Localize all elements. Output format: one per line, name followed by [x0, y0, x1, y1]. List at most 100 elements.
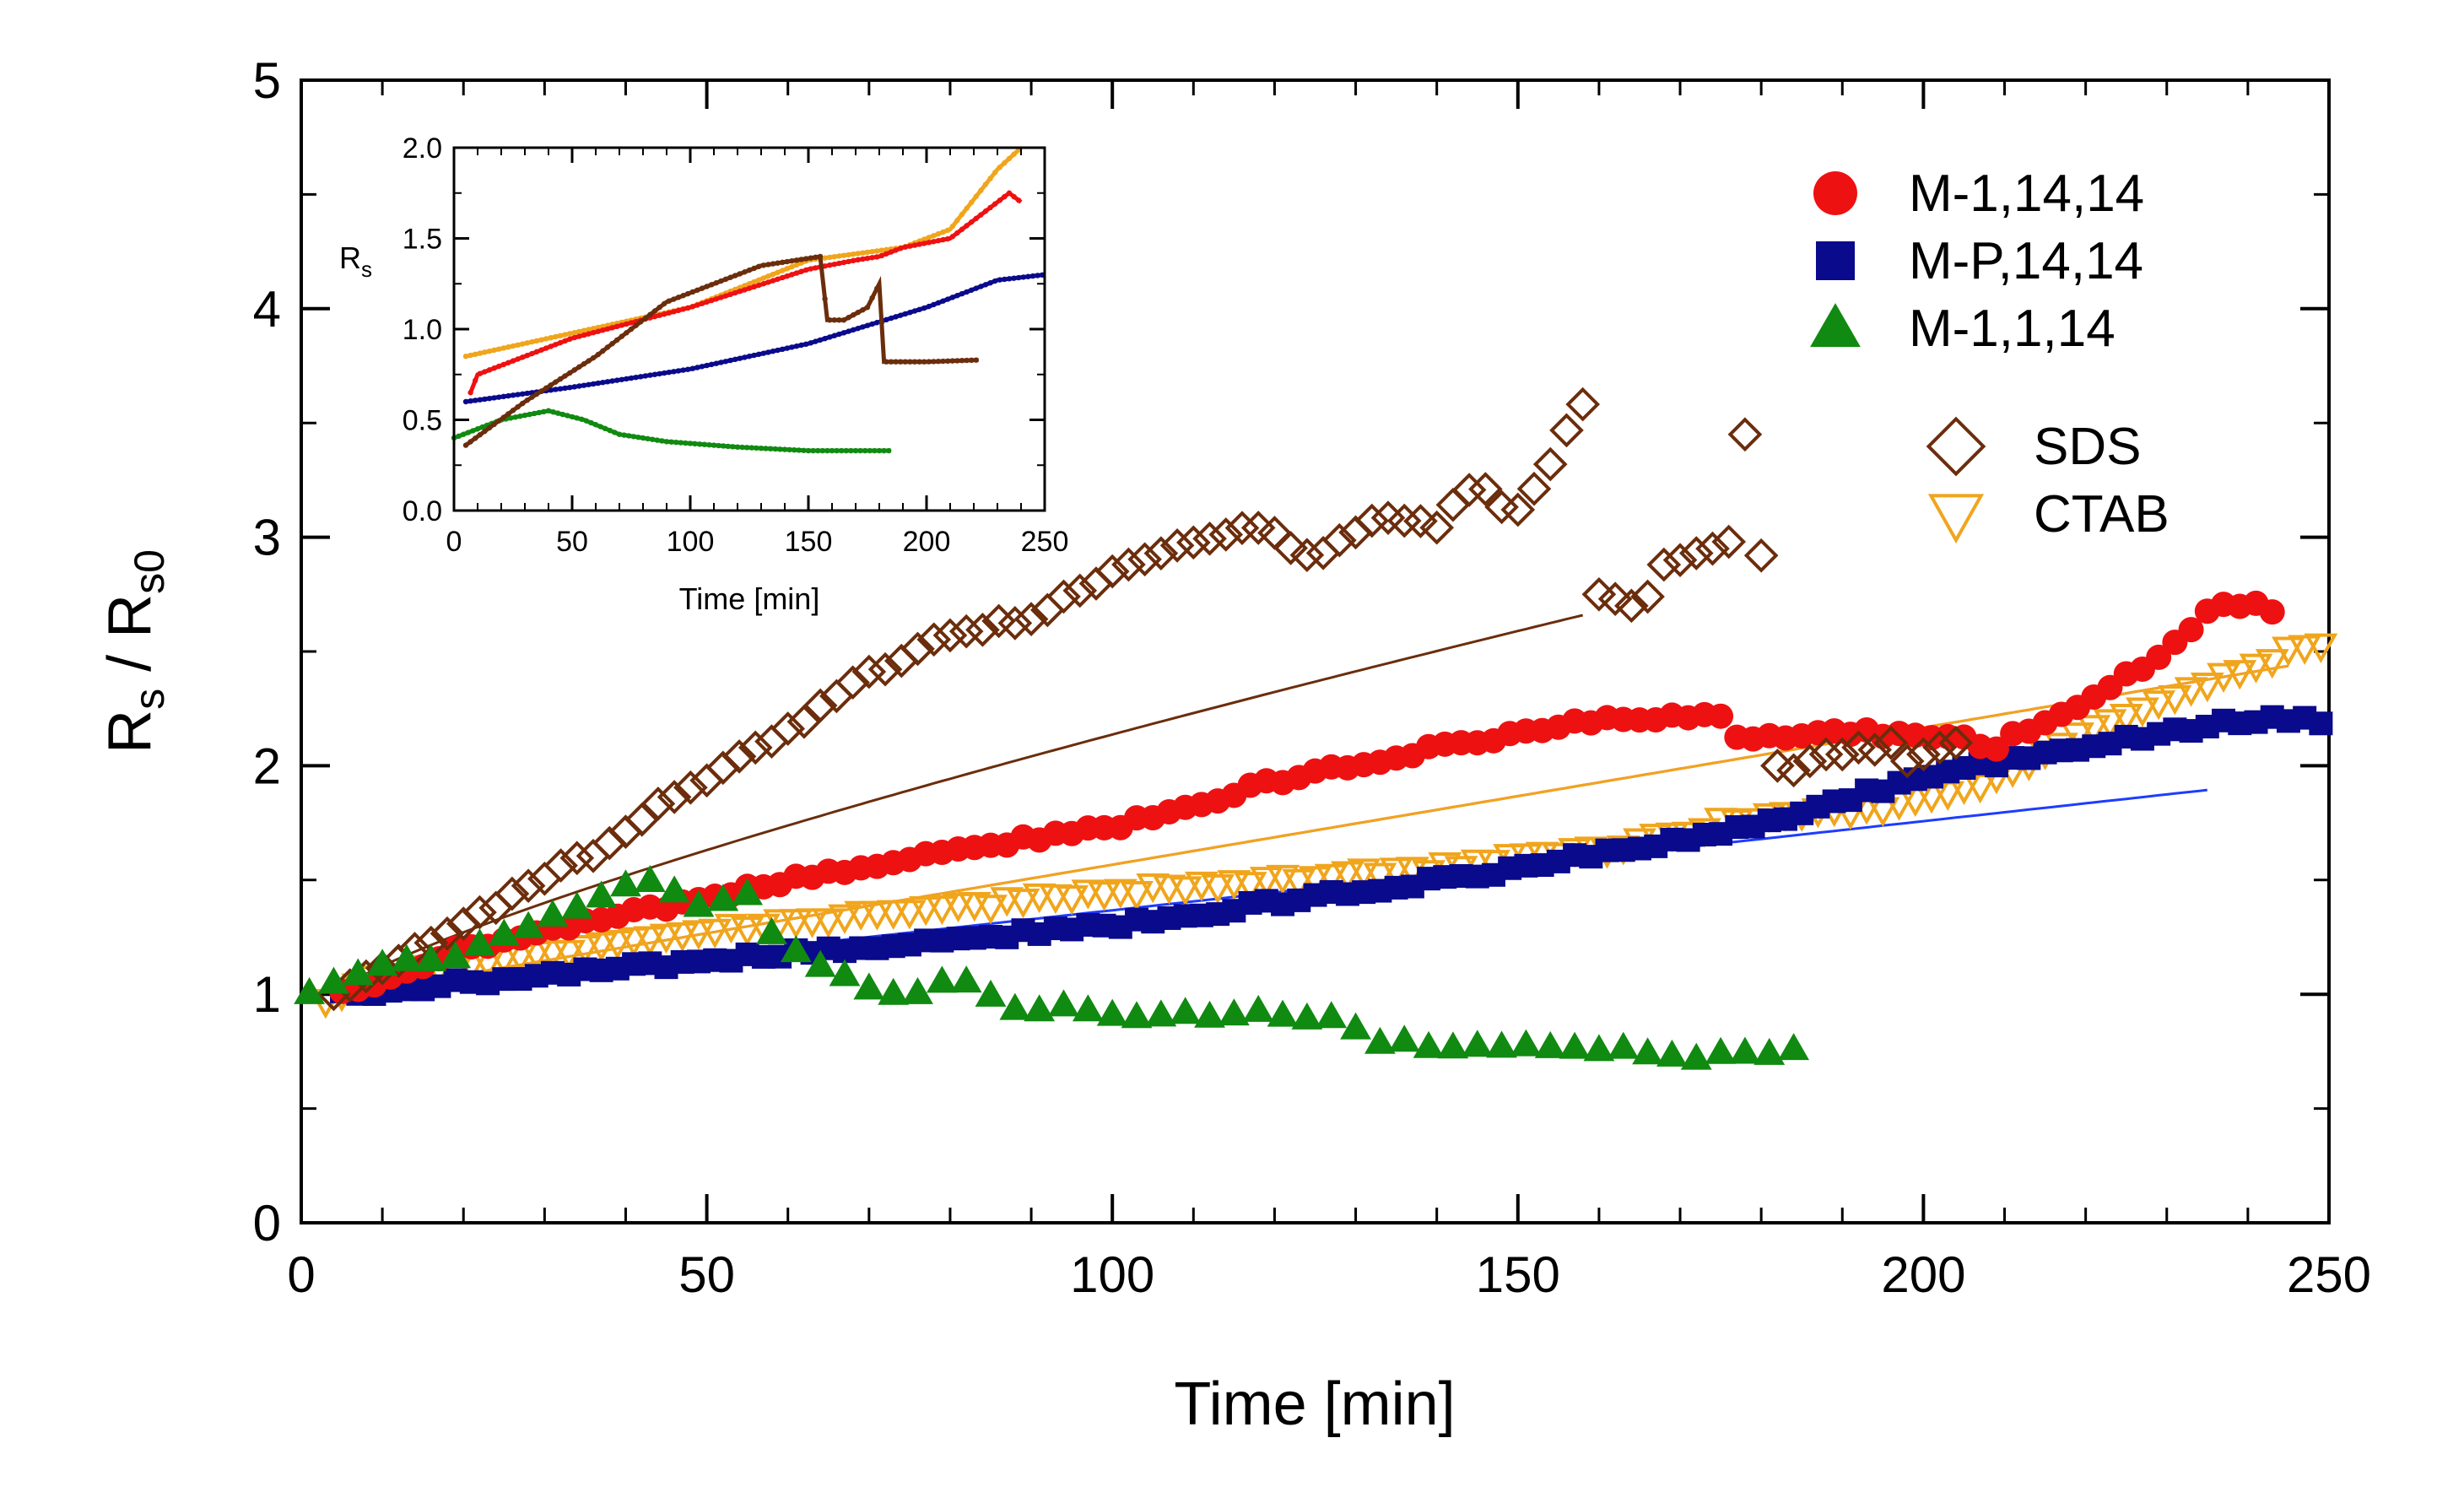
- inset-data-point: [694, 302, 700, 308]
- inset-data-point: [500, 393, 506, 400]
- data-point: [1873, 725, 1909, 760]
- inset-data-point: [553, 333, 559, 340]
- data-point: [1072, 994, 1104, 1022]
- inset-data-point: [732, 356, 738, 363]
- inset-data-point: [916, 241, 922, 247]
- inset-data-point: [959, 290, 965, 297]
- inset-data-point: [911, 359, 918, 365]
- data-point: [1708, 703, 1734, 729]
- inset-data-point: [524, 397, 530, 403]
- data-point: [294, 976, 326, 1004]
- inset-data-point: [945, 227, 951, 234]
- data-point: [1468, 472, 1503, 506]
- inset-data-point: [765, 279, 771, 285]
- inset-data-point: [520, 354, 526, 360]
- inset-data-point: [604, 379, 611, 385]
- inset-data-point: [1035, 273, 1040, 278]
- inset-data-point: [888, 315, 894, 322]
- inset-data-point: [1002, 276, 1008, 283]
- inset-data-point: [591, 326, 597, 332]
- inset-data-point: [796, 447, 802, 453]
- inset-data-point: [902, 244, 909, 250]
- data-point: [738, 730, 773, 765]
- data-point: [756, 916, 787, 944]
- data-point: [1127, 542, 1162, 577]
- data-point: [1121, 1001, 1153, 1029]
- inset-data-point: [742, 354, 748, 360]
- inset-x-tick-label: 100: [667, 526, 715, 558]
- inset-data-point: [964, 205, 970, 212]
- inset-data-point: [467, 390, 473, 396]
- inset-data-point: [571, 384, 577, 390]
- inset-data-point: [520, 391, 526, 397]
- inset-data-point: [571, 367, 577, 373]
- data-point: [1451, 473, 1487, 507]
- inset-data-point: [699, 364, 705, 370]
- inset-data-point: [647, 372, 653, 378]
- data-point: [610, 869, 641, 897]
- inset-data-point: [792, 446, 797, 453]
- data-point: [730, 916, 765, 947]
- inset-data-point: [512, 414, 518, 420]
- inset-data-point: [574, 415, 580, 421]
- inset-data-point: [822, 255, 828, 261]
- inset-data-point: [931, 233, 937, 239]
- inset-data-point: [467, 352, 473, 359]
- inset-data-point: [907, 243, 913, 249]
- data-point: [1192, 521, 1227, 556]
- inset-data-point: [921, 241, 927, 246]
- data-point: [925, 895, 959, 926]
- inset-data-point: [569, 414, 575, 420]
- inset-data-point: [482, 396, 488, 403]
- data-point: [1678, 536, 1714, 570]
- y-tick-label: 3: [253, 510, 281, 566]
- inset-data-point: [662, 300, 667, 307]
- inset-data-point: [581, 382, 587, 388]
- inset-data-point: [748, 445, 754, 451]
- inset-data-point: [635, 434, 641, 441]
- data-point: [950, 965, 982, 993]
- data-point: [391, 943, 423, 971]
- inset-x-tick-label: 150: [785, 526, 833, 558]
- inset-data-point: [840, 252, 847, 258]
- data-point: [1727, 417, 1763, 452]
- inset-data-point: [775, 269, 781, 276]
- inset-data-point: [992, 201, 998, 207]
- inset-data-point: [699, 300, 705, 306]
- inset-data-point: [562, 385, 568, 392]
- inset-data-point: [600, 348, 606, 354]
- legend-item-sds: SDS: [1926, 416, 2141, 477]
- inset-data-point: [978, 212, 984, 218]
- data-point: [876, 900, 910, 930]
- inset-data-point: [701, 441, 707, 447]
- inset-data-point: [822, 295, 828, 302]
- inset-x-tick-label: 200: [903, 526, 951, 558]
- inset-data-point: [515, 403, 521, 410]
- data-point: [584, 932, 619, 962]
- inset-data-point: [831, 261, 837, 268]
- inset-data-point: [1025, 273, 1031, 279]
- inset-data-point: [671, 309, 677, 315]
- data-point: [1388, 1024, 1420, 1052]
- main-axis-ticks: 0 50 100 150 200 250 0 1 2 3 4 5: [253, 52, 2371, 1303]
- legend-marker: [1810, 303, 1861, 348]
- inset-data-point: [581, 332, 587, 338]
- data-point: [1322, 522, 1357, 558]
- data-point: [1792, 743, 1828, 779]
- inset-data-point: [768, 446, 774, 451]
- inset-data-point: [553, 342, 559, 348]
- inset-data-point: [883, 359, 889, 365]
- inset-data-point: [576, 364, 582, 370]
- inset-data-point: [716, 442, 721, 449]
- data-point: [1096, 998, 1128, 1026]
- inset-data-point: [1002, 193, 1008, 200]
- data-point: [1516, 471, 1552, 506]
- inset-data-point: [557, 332, 564, 339]
- inset-data-point: [737, 289, 743, 295]
- data-point: [2272, 636, 2305, 667]
- data-point: [1094, 554, 1130, 589]
- inset-data-point: [945, 235, 951, 242]
- legend-item-m-p-14-14: M-P,14,14: [1816, 232, 2143, 290]
- inset-series-m-1-14-14: [467, 190, 1023, 396]
- inset-data-point: [600, 327, 606, 333]
